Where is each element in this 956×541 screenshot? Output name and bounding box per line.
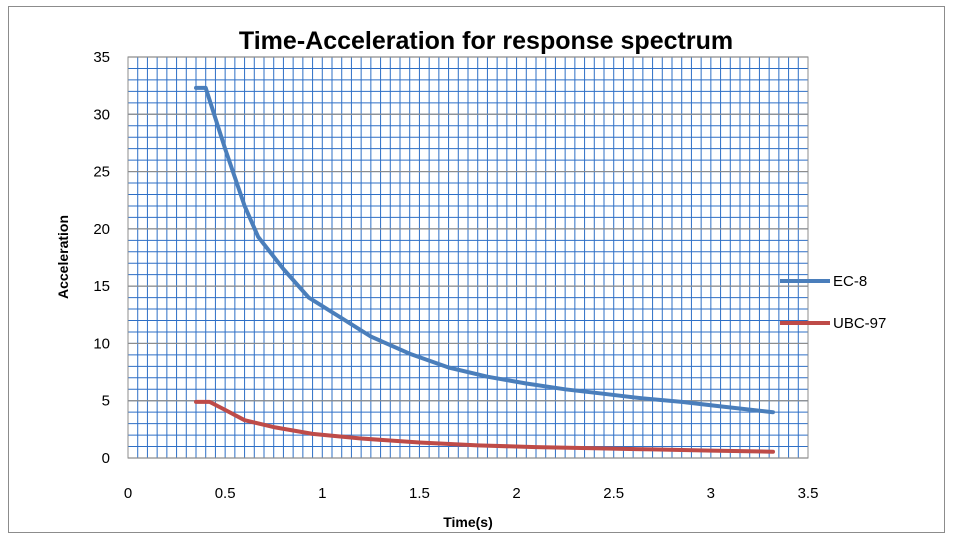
legend: EC-8 UBC-97: [780, 273, 886, 332]
y-axis-ticks: 0 5 10 15 20 25 30 35: [93, 49, 110, 467]
plot-area-border: [127, 56, 809, 459]
x-tick-label: 0: [124, 485, 132, 502]
x-tick-label: 1: [318, 485, 326, 502]
x-tick-label: 1.5: [409, 485, 430, 502]
x-tick-label: 2: [512, 485, 520, 502]
y-tick-label: 15: [93, 278, 110, 295]
y-tick-label: 30: [93, 106, 110, 123]
x-tick-label: 0.5: [215, 485, 236, 502]
series-lines: [194, 85, 775, 454]
y-tick-label: 25: [93, 164, 110, 181]
y-axis-label: Acceleration: [55, 215, 71, 299]
chart-fine-grid: [127, 56, 809, 459]
x-axis-label: Time(s): [443, 514, 493, 530]
y-tick-label: 5: [102, 393, 110, 410]
legend-label: EC-8: [833, 273, 867, 290]
x-tick-label: 3.5: [798, 485, 819, 502]
chart-title: Time-Acceleration for response spectrum: [239, 27, 733, 55]
y-tick-label: 20: [93, 221, 110, 238]
y-tick-label: 35: [93, 49, 110, 66]
x-tick-label: 3: [707, 485, 715, 502]
y-tick-label: 10: [93, 335, 110, 352]
series-line-ec-8: [194, 85, 775, 415]
y-tick-label: 0: [102, 450, 110, 467]
x-tick-label: 2.5: [603, 485, 624, 502]
series-line-ubc-97: [194, 399, 775, 454]
x-axis-ticks: 0 0.5 1 1.5 2 2.5 3 3.5: [124, 485, 819, 502]
legend-label: UBC-97: [833, 315, 886, 332]
